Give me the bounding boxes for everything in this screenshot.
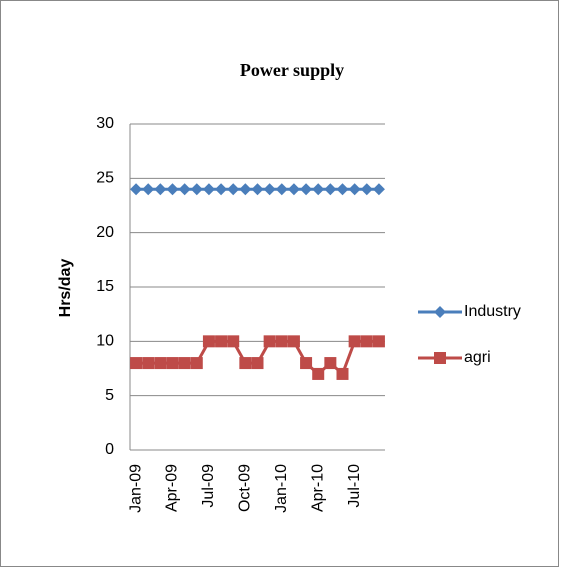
data-point	[190, 183, 203, 196]
data-point	[166, 183, 179, 196]
data-point	[190, 357, 203, 370]
data-point	[312, 183, 325, 196]
data-point	[275, 335, 288, 348]
data-point	[336, 183, 349, 196]
data-point	[142, 183, 155, 196]
data-point	[239, 183, 252, 196]
data-point	[251, 357, 264, 370]
x-tick-label: Apr-10	[309, 464, 326, 512]
data-point	[348, 335, 361, 348]
data-point	[287, 183, 300, 196]
data-point	[154, 357, 167, 370]
data-point	[166, 357, 179, 370]
data-point	[372, 183, 385, 196]
data-point	[239, 357, 252, 370]
legend-label: agri	[464, 349, 491, 366]
y-tick-label: 10	[96, 333, 114, 350]
data-point	[336, 367, 349, 380]
legend-label: Industry	[464, 303, 521, 320]
data-point	[300, 357, 313, 370]
x-tick-label: Jan-09	[127, 464, 144, 513]
y-axis-label: Hrs/day	[57, 259, 74, 318]
data-point	[275, 183, 288, 196]
data-point	[215, 183, 228, 196]
y-tick-label: 0	[105, 441, 114, 458]
x-tick-label: Jul-10	[346, 464, 363, 508]
legend-marker	[434, 306, 446, 318]
data-point	[324, 357, 337, 370]
data-point	[263, 183, 276, 196]
data-point	[202, 183, 215, 196]
data-point	[360, 183, 373, 196]
data-point	[227, 183, 240, 196]
x-tick-label: Apr-09	[164, 464, 181, 512]
x-tick-label: Jan-10	[273, 464, 290, 513]
data-point	[263, 335, 276, 348]
x-tick-label: Oct-09	[237, 464, 254, 512]
data-point	[348, 183, 361, 196]
data-point	[324, 183, 337, 196]
data-point	[251, 183, 264, 196]
data-point	[227, 335, 240, 348]
data-point	[300, 183, 313, 196]
data-point	[142, 357, 155, 370]
data-point	[372, 335, 385, 348]
y-tick-label: 15	[96, 278, 114, 295]
data-point	[312, 367, 325, 380]
data-point	[178, 357, 191, 370]
y-tick-label: 20	[96, 224, 114, 241]
legend-marker	[434, 352, 446, 364]
y-tick-label: 30	[96, 115, 114, 132]
data-point	[130, 357, 143, 370]
data-point	[130, 183, 143, 196]
x-tick-label: Jul-09	[200, 464, 217, 508]
data-point	[215, 335, 228, 348]
y-tick-label: 25	[96, 170, 114, 187]
data-point	[154, 183, 167, 196]
data-point	[202, 335, 215, 348]
data-point	[360, 335, 373, 348]
y-tick-label: 5	[105, 387, 114, 404]
chart-title: Power supply	[240, 60, 344, 80]
data-point	[287, 335, 300, 348]
data-point	[178, 183, 191, 196]
